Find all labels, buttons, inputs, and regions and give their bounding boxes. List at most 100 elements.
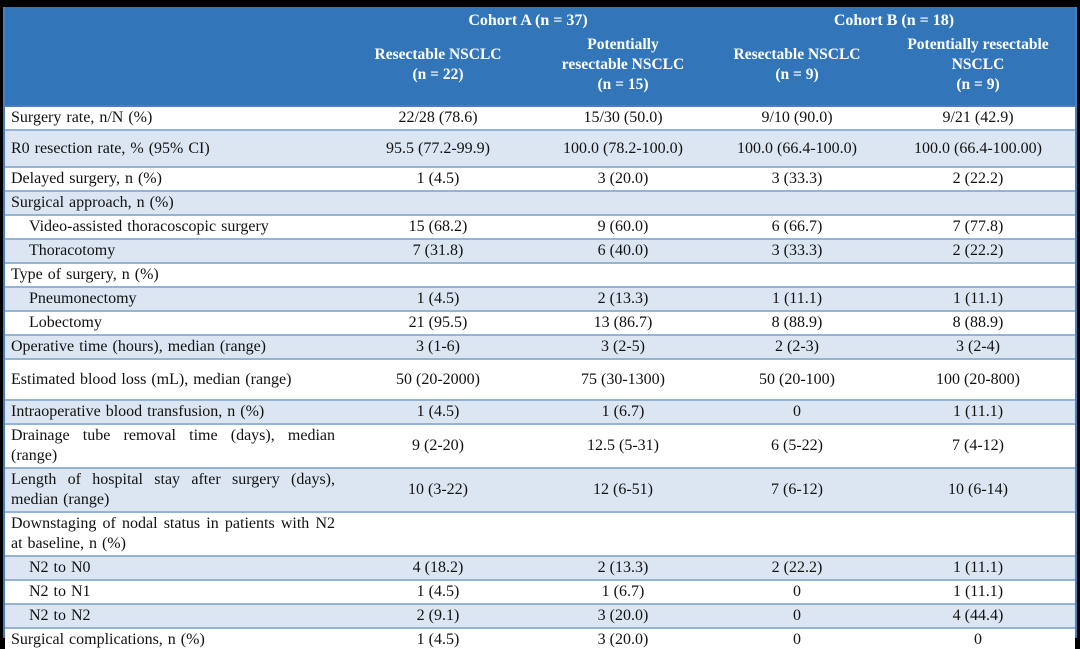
cell-value: 15 (68.2) — [408, 218, 468, 235]
table-row: R0 resection rate, % (95% CI) 95.5 (77.2-… — [5, 129, 1075, 166]
row-label: Lobectomy — [29, 314, 102, 331]
cell-value: 0 — [974, 631, 982, 648]
cell-value — [343, 533, 533, 535]
table-row: Intraoperative blood transfusion, n (%) 1… — [5, 399, 1075, 423]
cell-value: 0 — [793, 583, 801, 600]
table-row: Surgical complications, n (%) 1 (4.5) 3 (2… — [5, 627, 1075, 649]
cell-value: 50 (20-2000) — [396, 370, 480, 388]
column-header-potentially-resectable-a: Potentially resectable NSCLC (n = 15) — [561, 35, 685, 94]
cell-value — [343, 202, 533, 204]
cell-value — [533, 533, 713, 535]
cell-value: 2 (9.1) — [416, 607, 460, 624]
cell-value: 75 (30-1300) — [581, 370, 665, 388]
table-row: Type of surgery, n (%) — [5, 262, 1075, 286]
cell-value: 8 (88.9) — [952, 314, 1004, 331]
cell-value: 22/28 (78.6) — [398, 109, 478, 126]
cell-value: 50 (20-100) — [759, 370, 835, 388]
cell-value: 2 (13.3) — [597, 290, 649, 307]
cell-value: 3 (33.3) — [771, 242, 823, 259]
cell-value: 3 (2-4) — [956, 338, 1000, 355]
cell-value: 1 (11.1) — [771, 290, 823, 307]
cell-value: 100.0 (66.4-100.00) — [914, 139, 1042, 157]
cell-value — [713, 274, 881, 276]
cell-value: 9/21 (42.9) — [942, 109, 1014, 126]
cell-value: 3 (2-5) — [601, 338, 645, 355]
table-header: Cohort A (n = 37) Cohort B (n = 18) Rese… — [5, 7, 1075, 107]
cell-value — [881, 274, 1075, 276]
table-row: N2 to N0 4 (18.2) 2 (13.3) 2 (22.2) 1 (11.1) — [5, 555, 1075, 579]
cell-value: 2 (22.2) — [771, 559, 823, 576]
cell-value: 2 (13.3) — [597, 559, 649, 576]
table-body: Surgery rate, n/N (%) 22/28 (78.6) 15/30 (… — [5, 107, 1075, 649]
cell-value: 12.5 (5-31) — [587, 437, 659, 454]
cohort-header-row: Cohort A (n = 37) Cohort B (n = 18) — [5, 7, 1075, 31]
cell-value: 4 (18.2) — [412, 559, 464, 576]
cell-value: 2 (22.2) — [952, 170, 1004, 187]
cohort-b-header: Cohort B (n = 18) — [833, 11, 955, 29]
table-row: Surgery rate, n/N (%) 22/28 (78.6) 15/30 (… — [5, 107, 1075, 129]
cell-value: 3 (20.0) — [597, 607, 649, 624]
cell-value — [713, 202, 881, 204]
cell-value: 0 — [793, 631, 801, 648]
cell-value: 9/10 (90.0) — [761, 109, 833, 126]
column-header-resectable-a: Resectable NSCLC (n = 22) — [374, 45, 502, 83]
cell-value: 1 (4.5) — [416, 403, 460, 420]
table-row: Estimated blood loss (mL), median (range… — [5, 358, 1075, 399]
cell-value — [343, 274, 533, 276]
cell-value: 0 — [793, 607, 801, 624]
cell-value: 1 (4.5) — [416, 290, 460, 307]
row-label: Surgical approach, n (%) — [11, 194, 174, 211]
cell-value: 7 (31.8) — [412, 242, 464, 259]
cell-value: 4 (44.4) — [952, 607, 1004, 624]
table-row: Surgical approach, n (%) — [5, 190, 1075, 214]
cell-value: 13 (86.7) — [593, 314, 653, 331]
cell-value — [533, 274, 713, 276]
row-label: Operative time (hours), median (range) — [11, 338, 267, 355]
row-label: Thoracotomy — [29, 242, 116, 259]
cell-value: 7 (4-12) — [952, 437, 1004, 454]
cell-value — [713, 533, 881, 535]
cell-value: 6 (66.7) — [771, 218, 823, 235]
cell-value: 1 (11.1) — [952, 403, 1004, 420]
table-row: Operative time (hours), median (range) 3 … — [5, 334, 1075, 358]
cell-value: 100.0 (78.2-100.0) — [563, 139, 683, 157]
cell-value: 1 (4.5) — [416, 583, 460, 600]
row-label: R0 resection rate, % (95% CI) — [11, 139, 210, 157]
cell-value: 10 (6-14) — [948, 481, 1008, 498]
cell-value: 6 (5-22) — [771, 437, 823, 454]
column-header-row: Resectable NSCLC (n = 22) Potentially re… — [5, 31, 1075, 105]
cell-value: 8 (88.9) — [771, 314, 823, 331]
table-row: Downstaging of nodal status in patients … — [5, 511, 1075, 555]
row-label: Estimated blood loss (mL), median (range… — [11, 370, 292, 388]
cell-value: 9 (2-20) — [412, 437, 464, 454]
row-label: Drainage tube removal time (days), media… — [11, 427, 335, 464]
row-label: Type of surgery, n (%) — [11, 266, 159, 283]
table-row: Delayed surgery, n (%) 1 (4.5) 3 (20.0) 3 (… — [5, 166, 1075, 190]
cell-value: 9 (60.0) — [597, 218, 649, 235]
cell-value: 1 (11.1) — [952, 583, 1004, 600]
surgical-outcomes-table: Cohort A (n = 37) Cohort B (n = 18) Rese… — [3, 7, 1077, 649]
cell-value: 1 (11.1) — [952, 290, 1004, 307]
table-row: Length of hospital stay after surgery (d… — [5, 467, 1075, 511]
cell-value: 10 (3-22) — [408, 481, 468, 498]
cell-value: 3 (20.0) — [597, 170, 649, 187]
cell-value: 6 (40.0) — [597, 242, 649, 259]
table-row: Drainage tube removal time (days), media… — [5, 423, 1075, 467]
cell-value — [533, 202, 713, 204]
cell-value: 15/30 (50.0) — [583, 109, 663, 126]
cohort-a-header: Cohort A (n = 37) — [468, 11, 588, 29]
cell-value: 1 (4.5) — [416, 631, 460, 648]
cell-value: 100.0 (66.4-100.0) — [737, 139, 857, 157]
cell-value: 100 (20-800) — [936, 370, 1020, 388]
cell-value: 3 (1-6) — [416, 338, 460, 355]
cell-value: 7 (77.8) — [952, 218, 1004, 235]
row-label: Delayed surgery, n (%) — [11, 170, 162, 187]
cell-value: 12 (6-51) — [593, 481, 653, 498]
row-label: Intraoperative blood transfusion, n (%) — [11, 403, 265, 420]
row-label: N2 to N0 — [29, 559, 91, 576]
cell-value: 3 (20.0) — [597, 631, 649, 648]
table-row: Lobectomy 21 (95.5) 13 (86.7) 8 (88.9) 8 (88… — [5, 310, 1075, 334]
row-label: N2 to N1 — [29, 583, 91, 600]
row-label: Video-assisted thoracoscopic surgery — [29, 218, 269, 235]
table-row: Thoracotomy 7 (31.8) 6 (40.0) 3 (33.3) 2 (22… — [5, 238, 1075, 262]
